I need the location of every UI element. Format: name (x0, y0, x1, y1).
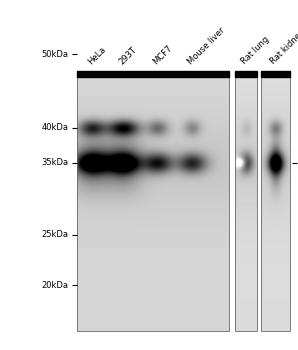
Text: 35kDa: 35kDa (41, 158, 69, 167)
Text: Mouse liver: Mouse liver (186, 26, 226, 66)
Bar (235, 77, 257, 331)
Bar (235, 71, 257, 77)
Bar (77, 77, 229, 331)
Text: 50kDa: 50kDa (41, 50, 69, 59)
Text: 25kDa: 25kDa (41, 230, 69, 239)
Text: HeLa: HeLa (86, 45, 108, 66)
Text: Rat lung: Rat lung (240, 35, 271, 66)
Bar (261, 71, 290, 77)
Text: 20kDa: 20kDa (41, 281, 69, 290)
Text: Rat kidney: Rat kidney (269, 28, 298, 66)
Bar (77, 71, 229, 77)
Text: 293T: 293T (117, 46, 139, 66)
Bar (261, 77, 290, 331)
Text: MCF7: MCF7 (152, 44, 174, 66)
Text: 40kDa: 40kDa (41, 123, 69, 132)
